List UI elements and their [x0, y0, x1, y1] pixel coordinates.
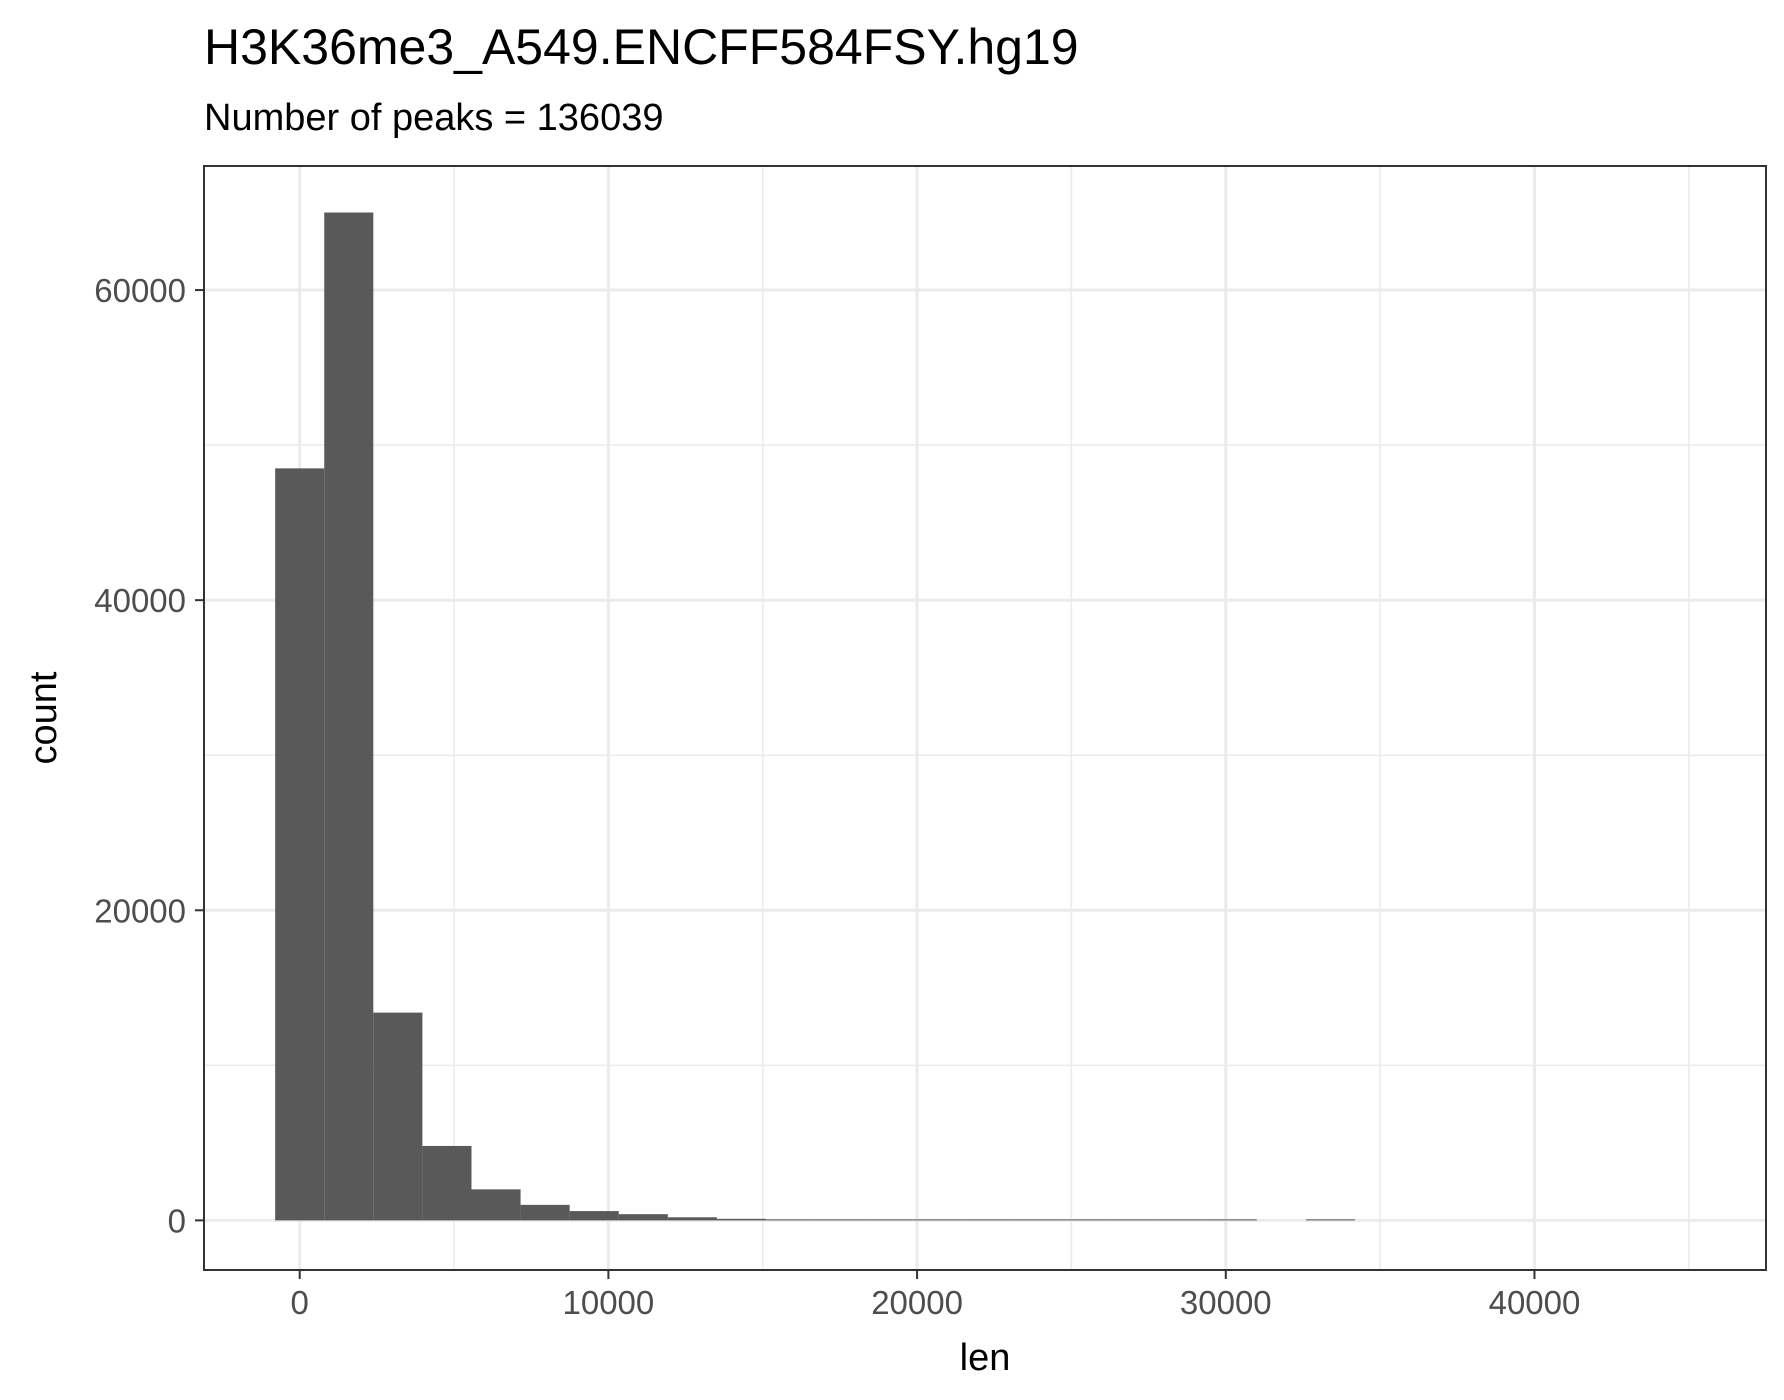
histogram-bar	[913, 1219, 963, 1221]
histogram-bar	[373, 1012, 423, 1221]
histogram-bar	[667, 1217, 717, 1221]
histogram-bar	[422, 1145, 472, 1221]
x-tick-label: 10000	[563, 1284, 655, 1321]
x-tick-label: 40000	[1489, 1284, 1581, 1321]
histogram-bar	[1060, 1219, 1110, 1221]
y-axis: 0 20000 40000 60000	[94, 272, 204, 1239]
histogram-bar	[1011, 1219, 1061, 1221]
histogram-bar	[1158, 1219, 1208, 1221]
x-tick-label: 0	[291, 1284, 309, 1321]
histogram-bar	[618, 1214, 668, 1221]
x-tick-label: 30000	[1180, 1284, 1272, 1321]
y-tick-label: 60000	[94, 272, 186, 309]
x-axis: 0 10000 20000 30000 40000	[291, 1270, 1581, 1321]
panel-border	[203, 165, 1767, 1271]
histogram-bar	[569, 1211, 619, 1221]
y-tick-label: 20000	[94, 892, 186, 929]
histogram-bar	[962, 1219, 1012, 1221]
histogram-bar	[864, 1219, 914, 1221]
chart-subtitle: Number of peaks = 136039	[204, 97, 663, 139]
histogram-bar	[716, 1218, 766, 1221]
x-axis-title: len	[960, 1337, 1011, 1379]
x-tick-label: 20000	[871, 1284, 963, 1321]
histogram-bar	[471, 1189, 521, 1221]
histogram-bar	[520, 1204, 570, 1221]
histogram-bar	[1109, 1219, 1159, 1221]
y-tick-label: 40000	[94, 582, 186, 619]
chart-title: H3K36me3_A549.ENCFF584FSY.hg19	[204, 19, 1079, 75]
histogram-bar	[765, 1219, 816, 1221]
histogram-bar	[275, 468, 325, 1221]
minor-gridlines	[204, 166, 1766, 1270]
y-tick-label: 0	[168, 1202, 186, 1239]
histogram-bar	[815, 1219, 865, 1221]
y-axis-title: count	[23, 671, 65, 764]
major-gridlines	[204, 166, 1766, 1270]
histogram-bar	[1305, 1219, 1355, 1221]
histogram-bar	[324, 212, 374, 1221]
histogram-bar	[1207, 1219, 1257, 1221]
histogram-bars	[275, 212, 1355, 1221]
